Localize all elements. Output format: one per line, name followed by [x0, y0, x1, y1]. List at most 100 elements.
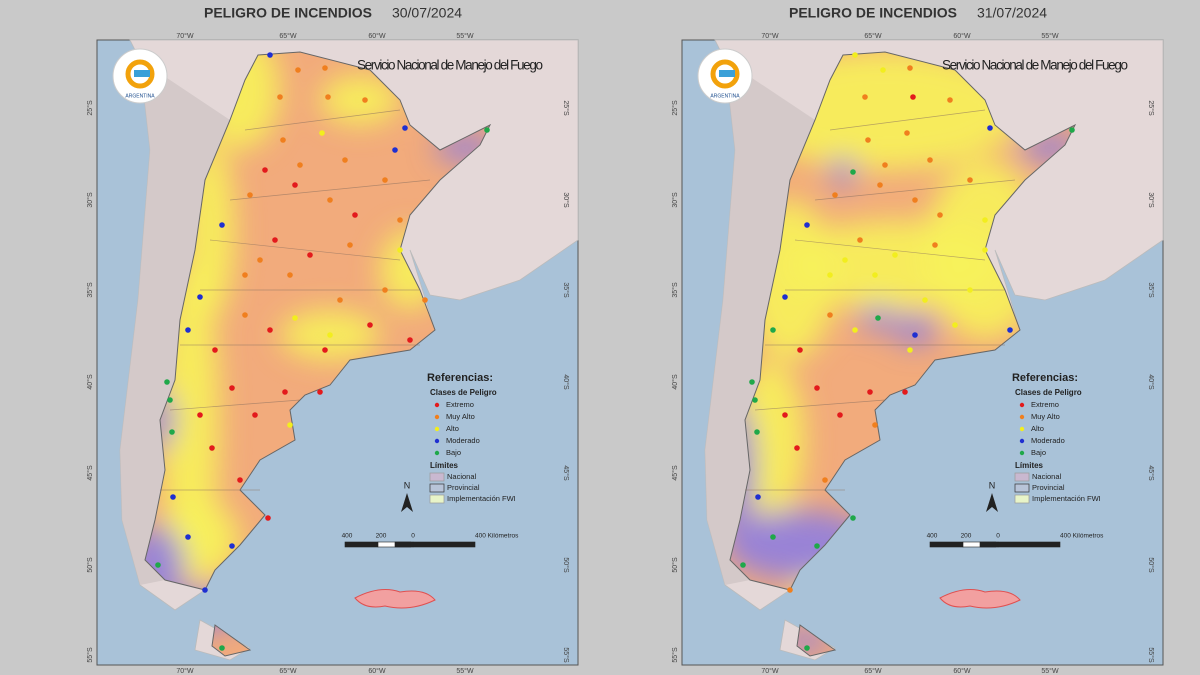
legend-subtitle: Límites [1015, 461, 1044, 470]
station [325, 94, 331, 100]
lat-label: 45°S [671, 465, 679, 481]
station [307, 252, 313, 258]
station [229, 385, 235, 391]
station [155, 562, 161, 568]
station [804, 222, 810, 228]
station [185, 534, 191, 540]
legend-label: Extremo [446, 400, 474, 409]
legend-swatch [429, 494, 445, 504]
legend-dot [434, 414, 440, 420]
lat-label: 40°S [1147, 374, 1155, 390]
scale-label: 200 [376, 533, 387, 540]
station [1007, 327, 1013, 333]
station [287, 272, 293, 278]
province-border [169, 399, 301, 411]
station [337, 297, 343, 303]
legend-swatch [1014, 494, 1030, 504]
station [402, 125, 408, 131]
lon-label: 60°W [953, 32, 971, 40]
lat-label: 55°S [86, 647, 94, 663]
lat-label: 40°S [86, 374, 94, 390]
legend-title: Referencias: [427, 372, 493, 384]
legend-dot [1019, 438, 1025, 444]
scale-label: 400 Kilómetros [1060, 533, 1104, 540]
station [982, 217, 988, 223]
scale-label: 400 [927, 533, 938, 540]
legend-label: Implementación FWI [447, 494, 516, 503]
station [827, 272, 833, 278]
station [872, 272, 878, 278]
map-title: PELIGRO DE INCENDIOS [789, 5, 957, 21]
station [229, 543, 235, 549]
station [875, 315, 881, 321]
map-panel: ARGENTINA Servicio Nacional de Manejo del… [86, 5, 579, 675]
lon-label: 55°W [1041, 667, 1059, 675]
station [804, 645, 810, 651]
chile-relief [705, 60, 815, 585]
legend-dot [434, 450, 440, 456]
lat-label: 30°S [562, 192, 570, 208]
station [265, 515, 271, 521]
station [164, 379, 170, 385]
lon-label: 65°W [279, 667, 297, 675]
legend-label: Provincial [447, 483, 480, 492]
legend-label: Extremo [1031, 400, 1059, 409]
legend-swatch [1014, 483, 1030, 493]
lon-label: 55°W [456, 32, 474, 40]
station [367, 322, 373, 328]
station [262, 167, 268, 173]
falklands [354, 589, 436, 609]
station [167, 397, 173, 403]
station [882, 162, 888, 168]
station [212, 347, 218, 353]
legend-label: Bajo [1031, 448, 1046, 457]
scale-bar [979, 541, 999, 548]
lat-label: 45°S [86, 465, 94, 481]
legend-dot [434, 426, 440, 432]
station [292, 182, 298, 188]
lon-label: 70°W [761, 667, 779, 675]
north-arrow [401, 493, 413, 512]
station [169, 429, 175, 435]
station [912, 197, 918, 203]
source: Servicio Nacional de Manejo del Fuego [942, 58, 1128, 73]
legend-swatch [429, 472, 445, 482]
station [185, 327, 191, 333]
province-border [229, 179, 431, 201]
station [910, 94, 916, 100]
lon-label: 55°W [1041, 32, 1059, 40]
station [397, 247, 403, 253]
station [912, 332, 918, 338]
source: Servicio Nacional de Manejo del Fuego [357, 58, 543, 73]
station [297, 162, 303, 168]
station [907, 65, 913, 71]
logo-text: ARGENTINA [710, 93, 740, 99]
station [904, 130, 910, 136]
station [842, 257, 848, 263]
station [814, 385, 820, 391]
station [982, 247, 988, 253]
legend-dot [1019, 402, 1025, 408]
station [282, 389, 288, 395]
danger-zone [830, 157, 856, 187]
station [832, 192, 838, 198]
station [927, 157, 933, 163]
scale-bar [344, 541, 379, 548]
north-label: N [404, 480, 411, 490]
station [827, 312, 833, 318]
station [342, 157, 348, 163]
legend-label: Bajo [446, 448, 461, 457]
station [867, 389, 873, 395]
logo-band [719, 70, 735, 77]
station [852, 52, 858, 58]
lat-label: 30°S [1147, 192, 1155, 208]
north-arrow [986, 493, 998, 512]
station [237, 477, 243, 483]
lat-label: 40°S [671, 374, 679, 390]
lon-label: 70°W [176, 32, 194, 40]
station [242, 272, 248, 278]
station [865, 137, 871, 143]
station [287, 422, 293, 428]
station [782, 412, 788, 418]
lat-label: 35°S [671, 282, 679, 298]
